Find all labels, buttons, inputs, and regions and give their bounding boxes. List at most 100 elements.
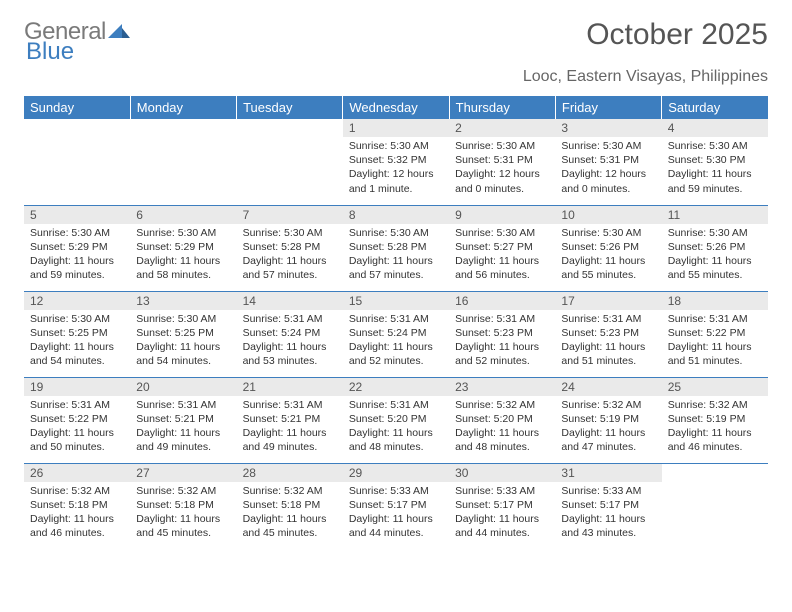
calendar-body: 1Sunrise: 5:30 AMSunset: 5:32 PMDaylight…	[24, 119, 768, 549]
day-details: Sunrise: 5:30 AMSunset: 5:31 PMDaylight:…	[555, 137, 661, 200]
day-number: 27	[130, 464, 236, 482]
calendar-cell: 25Sunrise: 5:32 AMSunset: 5:19 PMDayligh…	[662, 377, 768, 463]
calendar-cell	[24, 119, 130, 205]
page-title: October 2025	[586, 18, 768, 52]
day-number: 23	[449, 378, 555, 396]
calendar-cell: 26Sunrise: 5:32 AMSunset: 5:18 PMDayligh…	[24, 463, 130, 549]
calendar-cell: 6Sunrise: 5:30 AMSunset: 5:29 PMDaylight…	[130, 205, 236, 291]
calendar-week-row: 12Sunrise: 5:30 AMSunset: 5:25 PMDayligh…	[24, 291, 768, 377]
location-text: Looc, Eastern Visayas, Philippines	[24, 68, 768, 86]
day-details: Sunrise: 5:33 AMSunset: 5:17 PMDaylight:…	[449, 482, 555, 545]
day-details: Sunrise: 5:33 AMSunset: 5:17 PMDaylight:…	[555, 482, 661, 545]
calendar-cell: 16Sunrise: 5:31 AMSunset: 5:23 PMDayligh…	[449, 291, 555, 377]
day-number: 28	[237, 464, 343, 482]
day-number: 22	[343, 378, 449, 396]
calendar-week-row: 26Sunrise: 5:32 AMSunset: 5:18 PMDayligh…	[24, 463, 768, 549]
day-number: 1	[343, 119, 449, 137]
calendar-week-row: 19Sunrise: 5:31 AMSunset: 5:22 PMDayligh…	[24, 377, 768, 463]
day-details: Sunrise: 5:31 AMSunset: 5:22 PMDaylight:…	[662, 310, 768, 373]
day-details: Sunrise: 5:32 AMSunset: 5:19 PMDaylight:…	[555, 396, 661, 459]
calendar-cell: 31Sunrise: 5:33 AMSunset: 5:17 PMDayligh…	[555, 463, 661, 549]
weekday-header: Tuesday	[237, 96, 343, 119]
day-number: 13	[130, 292, 236, 310]
calendar-cell: 10Sunrise: 5:30 AMSunset: 5:26 PMDayligh…	[555, 205, 661, 291]
day-number: 9	[449, 206, 555, 224]
day-number: 11	[662, 206, 768, 224]
brand-triangle-icon	[108, 24, 130, 42]
day-details: Sunrise: 5:30 AMSunset: 5:25 PMDaylight:…	[24, 310, 130, 373]
day-number: 16	[449, 292, 555, 310]
day-details: Sunrise: 5:31 AMSunset: 5:21 PMDaylight:…	[130, 396, 236, 459]
calendar-header: SundayMondayTuesdayWednesdayThursdayFrid…	[24, 96, 768, 119]
day-number: 30	[449, 464, 555, 482]
calendar-cell: 23Sunrise: 5:32 AMSunset: 5:20 PMDayligh…	[449, 377, 555, 463]
day-number: 5	[24, 206, 130, 224]
day-details: Sunrise: 5:31 AMSunset: 5:20 PMDaylight:…	[343, 396, 449, 459]
calendar-cell: 19Sunrise: 5:31 AMSunset: 5:22 PMDayligh…	[24, 377, 130, 463]
weekday-header: Wednesday	[343, 96, 449, 119]
day-details: Sunrise: 5:31 AMSunset: 5:23 PMDaylight:…	[449, 310, 555, 373]
day-number: 17	[555, 292, 661, 310]
calendar-cell	[130, 119, 236, 205]
day-number: 20	[130, 378, 236, 396]
calendar-cell: 20Sunrise: 5:31 AMSunset: 5:21 PMDayligh…	[130, 377, 236, 463]
day-details: Sunrise: 5:30 AMSunset: 5:32 PMDaylight:…	[343, 137, 449, 200]
weekday-header: Sunday	[24, 96, 130, 119]
day-number: 2	[449, 119, 555, 137]
calendar-cell: 12Sunrise: 5:30 AMSunset: 5:25 PMDayligh…	[24, 291, 130, 377]
calendar-table: SundayMondayTuesdayWednesdayThursdayFrid…	[24, 96, 768, 549]
day-number: 26	[24, 464, 130, 482]
day-number: 3	[555, 119, 661, 137]
day-number: 21	[237, 378, 343, 396]
day-details: Sunrise: 5:32 AMSunset: 5:20 PMDaylight:…	[449, 396, 555, 459]
calendar-cell: 9Sunrise: 5:30 AMSunset: 5:27 PMDaylight…	[449, 205, 555, 291]
weekday-header: Monday	[130, 96, 236, 119]
calendar-cell: 28Sunrise: 5:32 AMSunset: 5:18 PMDayligh…	[237, 463, 343, 549]
day-number: 7	[237, 206, 343, 224]
day-details: Sunrise: 5:31 AMSunset: 5:24 PMDaylight:…	[237, 310, 343, 373]
calendar-cell: 21Sunrise: 5:31 AMSunset: 5:21 PMDayligh…	[237, 377, 343, 463]
day-details: Sunrise: 5:30 AMSunset: 5:27 PMDaylight:…	[449, 224, 555, 287]
day-details: Sunrise: 5:31 AMSunset: 5:21 PMDaylight:…	[237, 396, 343, 459]
day-number: 24	[555, 378, 661, 396]
calendar-cell: 5Sunrise: 5:30 AMSunset: 5:29 PMDaylight…	[24, 205, 130, 291]
calendar-cell: 17Sunrise: 5:31 AMSunset: 5:23 PMDayligh…	[555, 291, 661, 377]
calendar-cell: 13Sunrise: 5:30 AMSunset: 5:25 PMDayligh…	[130, 291, 236, 377]
calendar-cell: 15Sunrise: 5:31 AMSunset: 5:24 PMDayligh…	[343, 291, 449, 377]
day-details: Sunrise: 5:32 AMSunset: 5:18 PMDaylight:…	[130, 482, 236, 545]
day-number: 8	[343, 206, 449, 224]
day-details: Sunrise: 5:33 AMSunset: 5:17 PMDaylight:…	[343, 482, 449, 545]
calendar-cell: 18Sunrise: 5:31 AMSunset: 5:22 PMDayligh…	[662, 291, 768, 377]
day-number: 14	[237, 292, 343, 310]
day-number: 25	[662, 378, 768, 396]
day-number: 6	[130, 206, 236, 224]
day-number: 31	[555, 464, 661, 482]
day-details: Sunrise: 5:30 AMSunset: 5:28 PMDaylight:…	[237, 224, 343, 287]
day-details: Sunrise: 5:30 AMSunset: 5:26 PMDaylight:…	[555, 224, 661, 287]
calendar-cell	[237, 119, 343, 205]
calendar-cell: 30Sunrise: 5:33 AMSunset: 5:17 PMDayligh…	[449, 463, 555, 549]
calendar-cell: 2Sunrise: 5:30 AMSunset: 5:31 PMDaylight…	[449, 119, 555, 205]
day-details: Sunrise: 5:30 AMSunset: 5:26 PMDaylight:…	[662, 224, 768, 287]
calendar-cell: 14Sunrise: 5:31 AMSunset: 5:24 PMDayligh…	[237, 291, 343, 377]
calendar-cell: 11Sunrise: 5:30 AMSunset: 5:26 PMDayligh…	[662, 205, 768, 291]
day-details: Sunrise: 5:30 AMSunset: 5:31 PMDaylight:…	[449, 137, 555, 200]
weekday-header: Saturday	[662, 96, 768, 119]
day-number: 18	[662, 292, 768, 310]
day-number: 12	[24, 292, 130, 310]
day-details: Sunrise: 5:32 AMSunset: 5:19 PMDaylight:…	[662, 396, 768, 459]
day-number: 15	[343, 292, 449, 310]
calendar-cell: 8Sunrise: 5:30 AMSunset: 5:28 PMDaylight…	[343, 205, 449, 291]
calendar-cell: 22Sunrise: 5:31 AMSunset: 5:20 PMDayligh…	[343, 377, 449, 463]
day-details: Sunrise: 5:31 AMSunset: 5:22 PMDaylight:…	[24, 396, 130, 459]
day-number: 10	[555, 206, 661, 224]
day-details: Sunrise: 5:32 AMSunset: 5:18 PMDaylight:…	[24, 482, 130, 545]
calendar-cell: 29Sunrise: 5:33 AMSunset: 5:17 PMDayligh…	[343, 463, 449, 549]
day-details: Sunrise: 5:30 AMSunset: 5:30 PMDaylight:…	[662, 137, 768, 200]
weekday-header: Thursday	[449, 96, 555, 119]
calendar-week-row: 1Sunrise: 5:30 AMSunset: 5:32 PMDaylight…	[24, 119, 768, 205]
day-number: 4	[662, 119, 768, 137]
calendar-cell: 1Sunrise: 5:30 AMSunset: 5:32 PMDaylight…	[343, 119, 449, 205]
day-details: Sunrise: 5:30 AMSunset: 5:28 PMDaylight:…	[343, 224, 449, 287]
day-details: Sunrise: 5:30 AMSunset: 5:29 PMDaylight:…	[24, 224, 130, 287]
